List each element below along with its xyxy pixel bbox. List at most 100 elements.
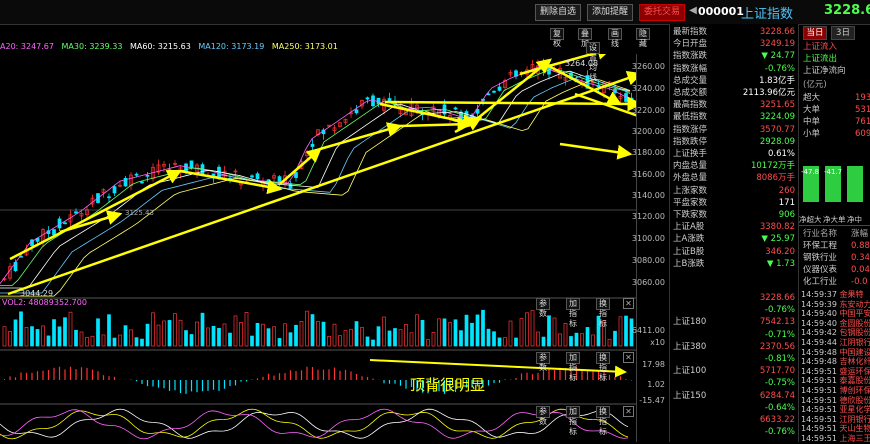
trend-arrow bbox=[399, 116, 473, 132]
ticker-row[interactable]: 14:59:51 泰嘉股份 bbox=[801, 375, 870, 386]
volume-bar bbox=[233, 315, 238, 347]
ticker-row[interactable]: 14:59:40 中国平安 bbox=[801, 308, 870, 319]
ticker-row[interactable]: 14:59:51 盛运环保 bbox=[801, 366, 870, 377]
ticker-time: 14:59:51 bbox=[801, 386, 837, 395]
ticker-name: 上海三王 bbox=[839, 434, 870, 443]
net-bar bbox=[825, 166, 841, 202]
annotation-text: 顶背很明显 bbox=[410, 376, 486, 394]
restore-button[interactable]: 复权 bbox=[550, 28, 564, 48]
candle-body bbox=[52, 229, 56, 236]
kdj-lines bbox=[0, 408, 629, 440]
ticker-row[interactable]: 14:59:51 博创环保 bbox=[801, 385, 870, 396]
ticker-row[interactable]: 14:59:51 亚星化学 bbox=[801, 404, 870, 415]
candle-body bbox=[173, 162, 177, 165]
tab-today[interactable]: 当日 bbox=[803, 26, 827, 40]
ticker-row[interactable]: 14:59:42 包钢股份 bbox=[801, 327, 870, 338]
ticker-row[interactable]: 14:59:48 吉林化纤 bbox=[801, 356, 870, 367]
index-row-value: 5717.70 bbox=[759, 366, 795, 377]
vol-add-indicator-button[interactable]: 加指标 bbox=[566, 298, 580, 328]
index-row[interactable]: 3228.66 bbox=[673, 292, 797, 304]
macd-add-indicator-button[interactable]: 加指标 bbox=[566, 352, 580, 382]
industry-row[interactable]: 仪器仪表 0.04 bbox=[803, 264, 870, 276]
vol-param-button[interactable]: 参数 bbox=[536, 298, 550, 318]
volume-bar bbox=[145, 323, 150, 347]
hide-button[interactable]: 隐藏 bbox=[636, 28, 650, 48]
volume-bar bbox=[563, 323, 568, 347]
candle-body bbox=[365, 97, 370, 100]
trend-arrow bbox=[384, 96, 636, 112]
macd-param-button[interactable]: 参数 bbox=[536, 352, 550, 372]
kdj-line bbox=[0, 408, 629, 440]
index-row[interactable]: -0.76% bbox=[673, 426, 797, 438]
index-row[interactable]: -0.71% bbox=[673, 329, 797, 341]
index-row[interactable]: -0.64% bbox=[673, 402, 797, 414]
ticker-row[interactable]: 14:59:51 天山生物 bbox=[801, 423, 870, 434]
trend-arrow bbox=[179, 169, 283, 195]
add-alert-button[interactable]: 添加提醒 bbox=[587, 4, 634, 21]
candle-body bbox=[145, 174, 150, 177]
ma-setting-button[interactable]: 设置均线 bbox=[586, 42, 600, 82]
quote-row: 上B涨跌 ▼ 1.73 bbox=[673, 258, 797, 270]
candle-body bbox=[486, 93, 491, 96]
delete-watch-button[interactable]: 删除自选 bbox=[535, 4, 582, 21]
index-row[interactable]: -0.76% bbox=[673, 304, 797, 316]
index-row[interactable]: 上证380 2370.56 bbox=[673, 341, 797, 353]
close-icon[interactable]: ✕ bbox=[623, 352, 634, 363]
ma-line bbox=[0, 65, 631, 284]
index-row[interactable]: 上证150 6284.74 bbox=[673, 390, 797, 402]
candlestick-chart[interactable] bbox=[0, 54, 636, 442]
axis-tick: 3140.00 bbox=[631, 191, 665, 200]
ticker-row[interactable]: 14:59:37 金果特 bbox=[801, 289, 870, 300]
quote-row-value: 8086万手 bbox=[756, 173, 795, 184]
macd-switch-indicator-button[interactable]: 换指标 bbox=[596, 352, 610, 382]
volume-bar bbox=[514, 337, 518, 347]
industry-row[interactable]: 环保工程 0.88 bbox=[803, 240, 870, 252]
ticker-row[interactable]: 14:59:39 东安动力 bbox=[801, 299, 870, 310]
ticker-row[interactable]: 14:59:44 江阴银行 bbox=[801, 337, 870, 348]
quote-row: 总成交额 2113.96亿元 bbox=[673, 87, 797, 99]
ticker-row[interactable]: 14:59:51 江阴银行 bbox=[801, 414, 870, 425]
quote-row-label: 今日开盘 bbox=[673, 39, 708, 50]
kdj-add-indicator-button[interactable]: 加指标 bbox=[566, 406, 580, 436]
candle-body bbox=[101, 189, 106, 194]
volume-bar bbox=[404, 324, 408, 347]
back-arrow-icon[interactable]: ◀ bbox=[689, 5, 697, 16]
ticker-time: 14:59:51 bbox=[801, 405, 837, 415]
index-row[interactable]: 上证180 7542.13 bbox=[673, 316, 797, 328]
quote-row: 上证A股 3380.82 bbox=[673, 221, 797, 233]
ticker-row[interactable]: 14:59:48 中国建设 bbox=[801, 347, 870, 358]
candle-body bbox=[79, 213, 84, 217]
close-icon[interactable]: ✕ bbox=[623, 298, 634, 309]
volume-bar bbox=[426, 339, 430, 347]
kdj-switch-indicator-button[interactable]: 换指标 bbox=[596, 406, 610, 436]
volume-bar bbox=[228, 332, 232, 347]
index-row-value: -0.71% bbox=[764, 329, 795, 340]
trade-button[interactable]: 委托交易 bbox=[639, 4, 686, 21]
candle-body bbox=[162, 163, 166, 167]
flow-row-value: 761 bbox=[855, 117, 870, 127]
index-row[interactable]: -0.81% bbox=[673, 353, 797, 365]
index-row[interactable]: 6633.22 bbox=[673, 414, 797, 426]
draw-button[interactable]: 画线 bbox=[608, 28, 622, 48]
trend-arrow bbox=[59, 210, 123, 234]
quote-row-label: 最新指数 bbox=[673, 27, 708, 37]
volume-bar bbox=[409, 332, 414, 347]
ticker-row[interactable]: 14:59:40 金圆股份 bbox=[801, 318, 870, 329]
ticker-row[interactable]: 14:59:51 德欣股份 bbox=[801, 395, 870, 406]
industry-row[interactable]: 化工行业 -0.0 bbox=[803, 276, 868, 288]
quote-row-value: 3249.19 bbox=[759, 39, 795, 50]
quote-row: 指数涨跌 ▼ 24.77 bbox=[673, 50, 797, 62]
index-row[interactable]: 上证100 5717.70 bbox=[673, 365, 797, 377]
vol-switch-indicator-button[interactable]: 换指标 bbox=[596, 298, 610, 328]
index-row[interactable]: -0.75% bbox=[673, 377, 797, 389]
ticker-row[interactable]: 14:59:51 上海三王 bbox=[801, 433, 870, 444]
symbol-code: 000001 bbox=[698, 5, 744, 18]
overlay-button[interactable]: 叠加 bbox=[578, 28, 592, 48]
volume-bar bbox=[52, 319, 56, 347]
kdj-param-button[interactable]: 参数 bbox=[536, 406, 550, 426]
tab-3day[interactable]: 3日 bbox=[831, 26, 855, 40]
volume-bar bbox=[30, 326, 34, 347]
price-axis: 3260.00 3240.00 3220.00 3200.00 3180.00 … bbox=[632, 54, 669, 442]
industry-row[interactable]: 钢铁行业 0.34 bbox=[803, 252, 870, 264]
close-icon[interactable]: ✕ bbox=[623, 406, 634, 417]
